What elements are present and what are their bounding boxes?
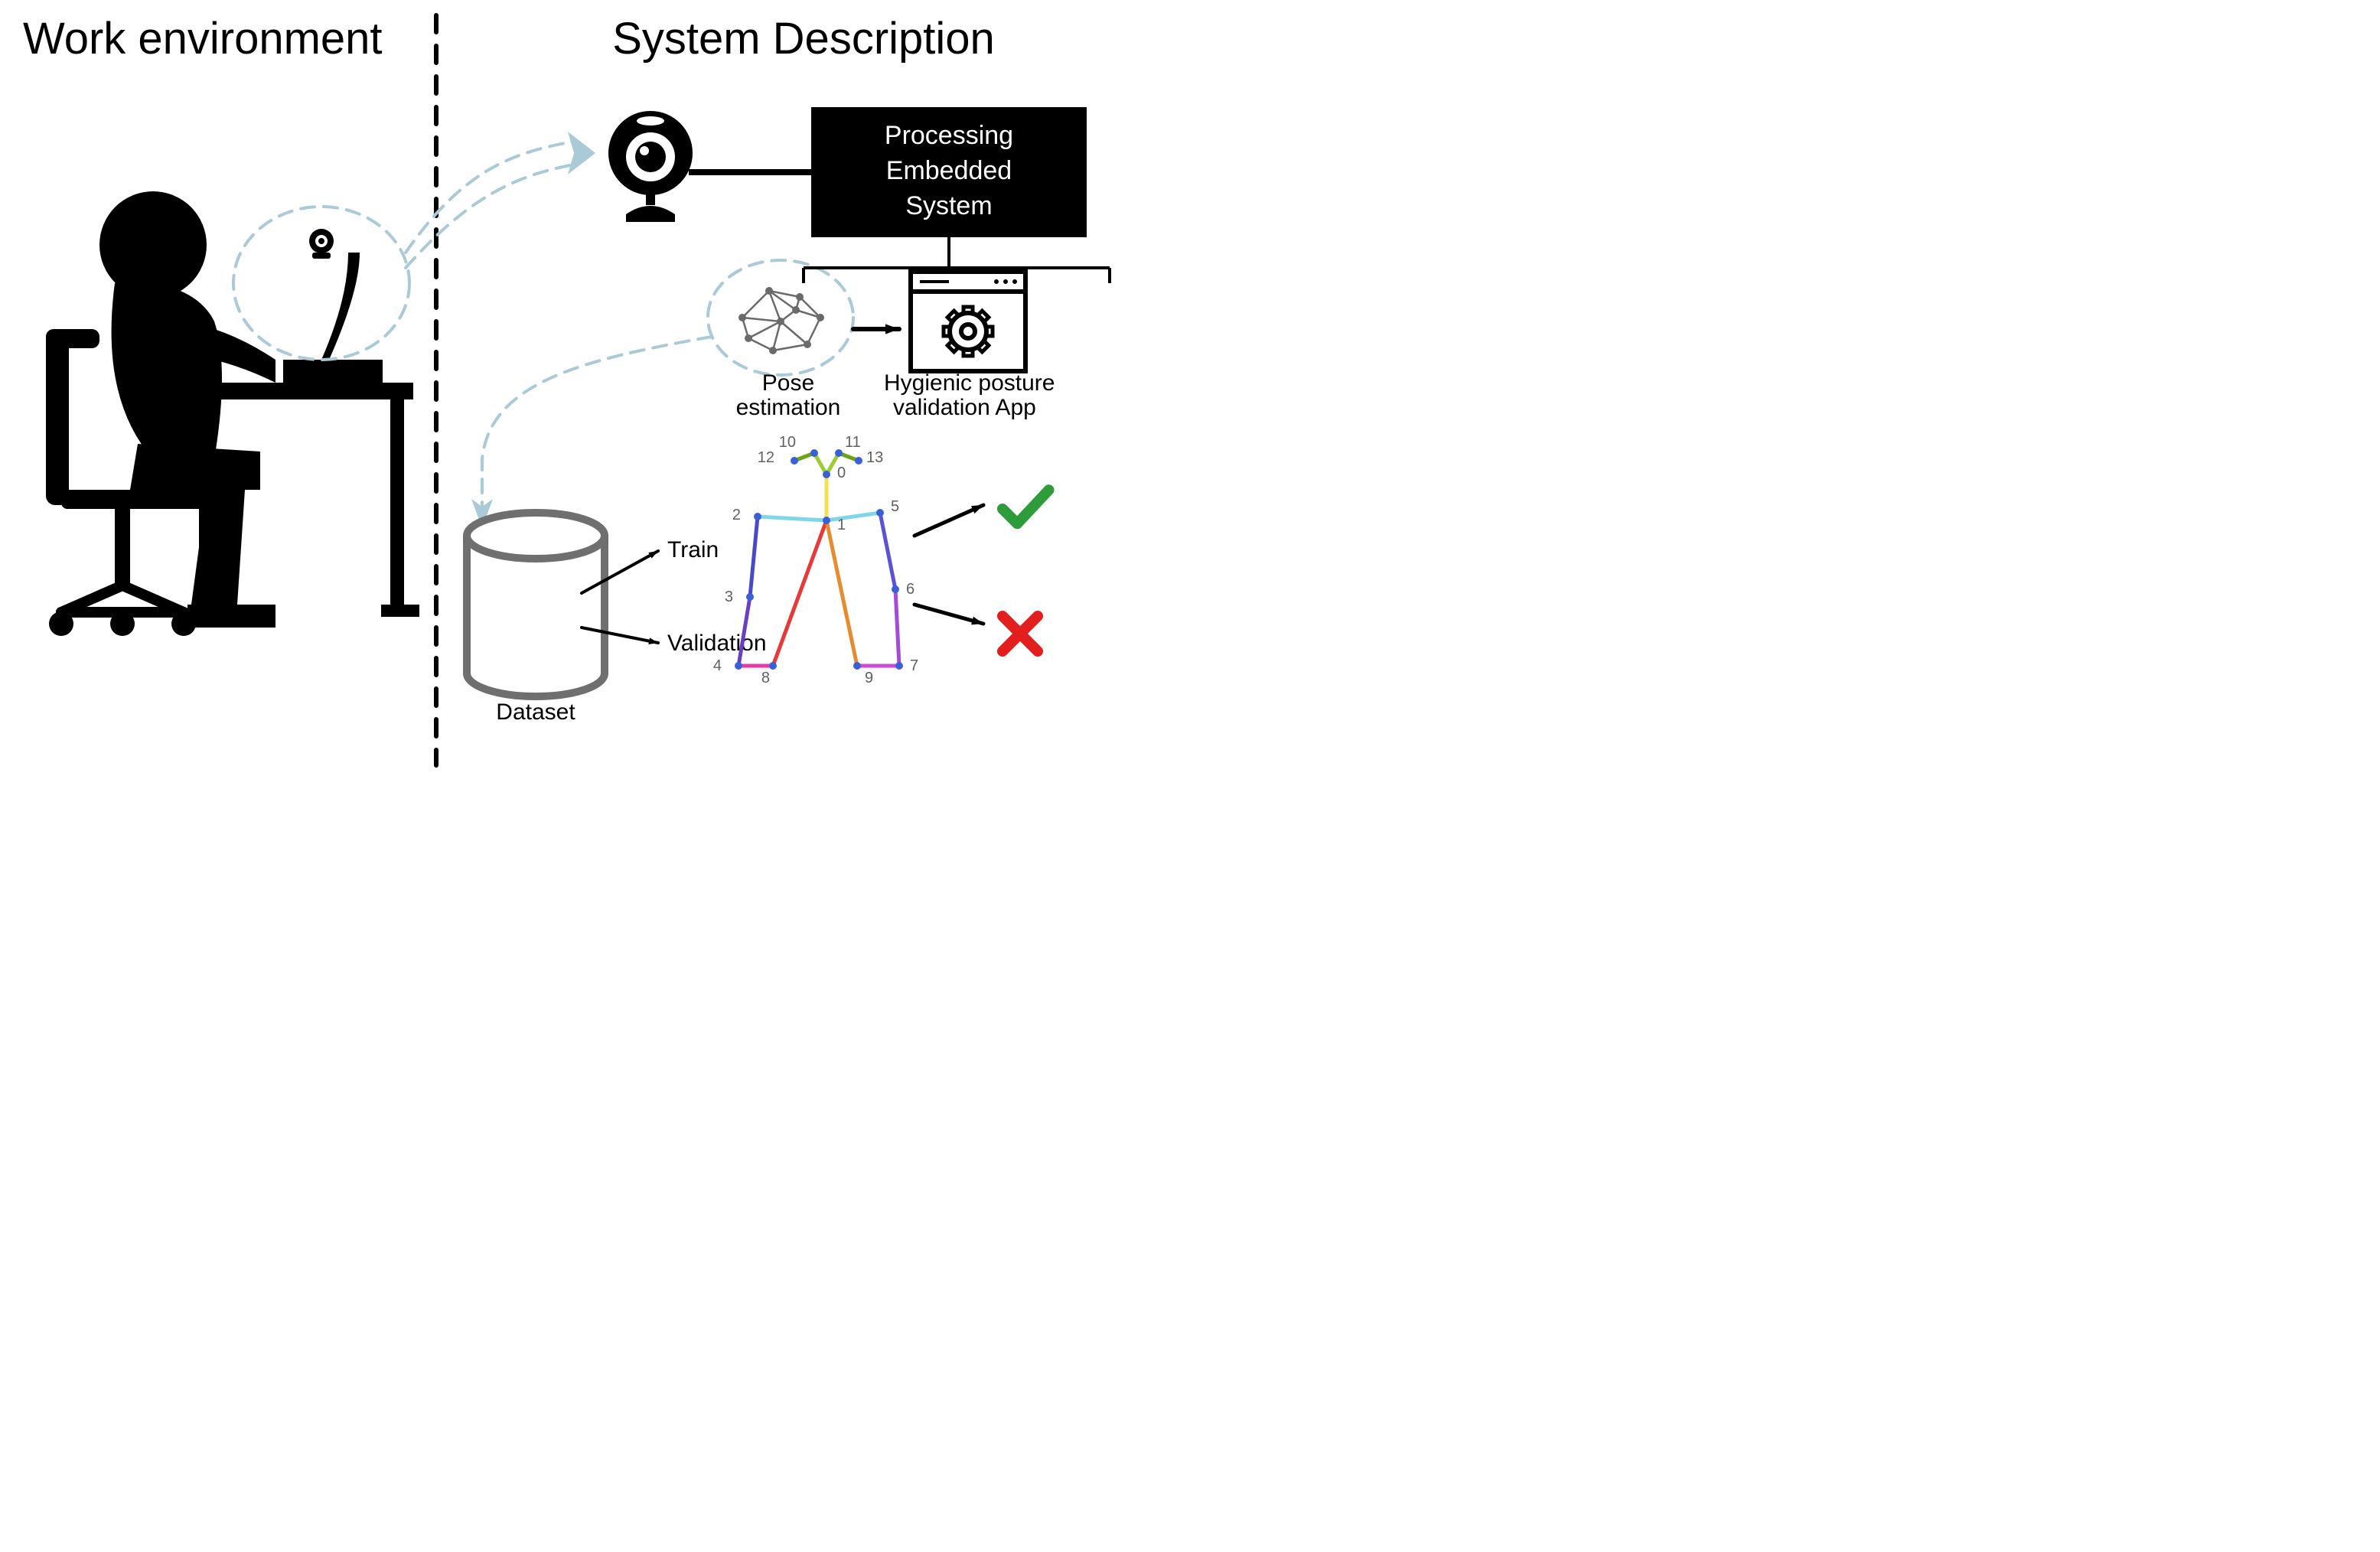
keypoint-label-5: 5	[891, 498, 899, 515]
svg-text:validation App: validation App	[893, 395, 1036, 420]
processing-system-box: Processing Embedded System	[811, 107, 1087, 237]
diagram-canvas: Work environment System Description Proces…	[0, 0, 1186, 781]
worker-pictogram	[46, 191, 419, 636]
keypoint-label-10: 10	[779, 434, 796, 451]
keypoint-label-0: 0	[837, 465, 846, 481]
keypoint-label-2: 2	[732, 507, 741, 523]
connector-system-down	[804, 237, 1110, 283]
keypoint-label-13: 13	[866, 449, 883, 466]
title-system-description: System Description	[612, 14, 995, 64]
keypoint-label-6: 6	[906, 581, 915, 598]
svg-text:estimation: estimation	[736, 395, 841, 420]
svg-text:Embedded: Embedded	[886, 156, 1012, 185]
label-pose-estimation: Pose	[762, 370, 814, 396]
keypoint-label-9: 9	[865, 670, 873, 686]
svg-text:System: System	[905, 191, 992, 220]
check-icon	[1003, 490, 1049, 523]
title-work-environment: Work environment	[23, 14, 383, 64]
keypoint-label-3: 3	[725, 589, 733, 605]
label-validation: Validation	[667, 631, 767, 656]
webcam-small-icon	[309, 229, 334, 259]
keypoint-label-4: 4	[713, 657, 722, 674]
webcam-large-icon	[608, 111, 693, 222]
cross-icon	[1003, 616, 1038, 651]
keypoint-label-12: 12	[758, 449, 774, 466]
label-train: Train	[667, 537, 719, 562]
label-dataset: Dataset	[496, 699, 575, 725]
app-window-icon	[911, 272, 1025, 371]
keypoint-label-1: 1	[837, 517, 846, 533]
dataset-cylinder-icon: Dataset	[467, 513, 605, 725]
label-hygienic-app: Hygienic posture	[884, 370, 1055, 396]
dashed-flow	[233, 132, 853, 528]
keypoint-label-11: 11	[845, 434, 861, 451]
keypoint-label-8: 8	[761, 670, 770, 686]
keypoint-label-7: 7	[910, 657, 918, 674]
neural-network-icon	[738, 287, 824, 354]
svg-text:Processing: Processing	[885, 121, 1013, 150]
